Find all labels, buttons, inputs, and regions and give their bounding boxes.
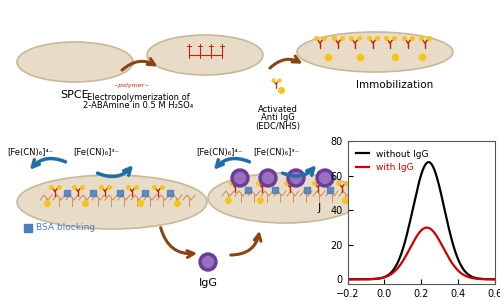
without IgG xyxy=(456,259,462,263)
without IgG xyxy=(382,275,388,278)
Legend: without IgG, with IgG: without IgG, with IgG xyxy=(352,146,432,176)
without IgG xyxy=(370,277,376,281)
with IgG xyxy=(443,252,449,255)
Line: without IgG: without IgG xyxy=(348,162,495,279)
Line: with IgG: with IgG xyxy=(348,228,495,279)
Ellipse shape xyxy=(17,42,133,82)
Circle shape xyxy=(259,169,277,187)
Text: Immobilization: Immobilization xyxy=(356,80,434,90)
with IgG xyxy=(432,231,438,235)
Text: BSA blocking: BSA blocking xyxy=(36,224,95,232)
Text: [Fe(CN)₆]³⁻: [Fe(CN)₆]³⁻ xyxy=(73,147,119,157)
Ellipse shape xyxy=(208,173,362,223)
Ellipse shape xyxy=(17,175,207,229)
without IgG xyxy=(411,201,417,204)
Ellipse shape xyxy=(147,35,263,75)
with IgG xyxy=(344,278,350,281)
Text: SPCE: SPCE xyxy=(60,90,90,100)
without IgG xyxy=(443,215,449,219)
with IgG xyxy=(382,275,388,279)
without IgG xyxy=(492,278,498,281)
Circle shape xyxy=(199,253,217,271)
Text: [Fe(CN)₆]³⁻: [Fe(CN)₆]³⁻ xyxy=(253,147,299,157)
Text: [Fe(CN)₆]⁴⁻: [Fe(CN)₆]⁴⁻ xyxy=(196,147,242,157)
without IgG xyxy=(426,160,432,164)
Y-axis label: J: J xyxy=(318,203,321,213)
Circle shape xyxy=(290,172,302,184)
with IgG xyxy=(411,239,417,242)
Circle shape xyxy=(231,169,249,187)
Text: Anti IgG: Anti IgG xyxy=(261,113,295,123)
without IgG xyxy=(432,169,438,172)
with IgG xyxy=(370,277,376,281)
with IgG xyxy=(456,269,462,273)
with IgG xyxy=(424,226,430,229)
Circle shape xyxy=(234,172,246,184)
Ellipse shape xyxy=(297,32,453,72)
Text: (EDC/NHS): (EDC/NHS) xyxy=(256,122,300,131)
Text: Activated: Activated xyxy=(258,105,298,114)
with IgG xyxy=(492,278,498,281)
without IgG xyxy=(344,278,350,281)
Text: ~polymer~: ~polymer~ xyxy=(114,82,150,88)
Circle shape xyxy=(202,256,213,268)
Circle shape xyxy=(320,172,330,184)
Circle shape xyxy=(316,169,334,187)
Text: [Fe(CN)₆]⁴⁻: [Fe(CN)₆]⁴⁻ xyxy=(7,147,53,157)
Circle shape xyxy=(287,169,305,187)
Text: Electropolymerization of: Electropolymerization of xyxy=(86,92,190,101)
Text: 2-ABAmine in 0.5 M H₂SO₄: 2-ABAmine in 0.5 M H₂SO₄ xyxy=(83,101,193,110)
Circle shape xyxy=(262,172,274,184)
Text: IgG: IgG xyxy=(198,278,218,288)
